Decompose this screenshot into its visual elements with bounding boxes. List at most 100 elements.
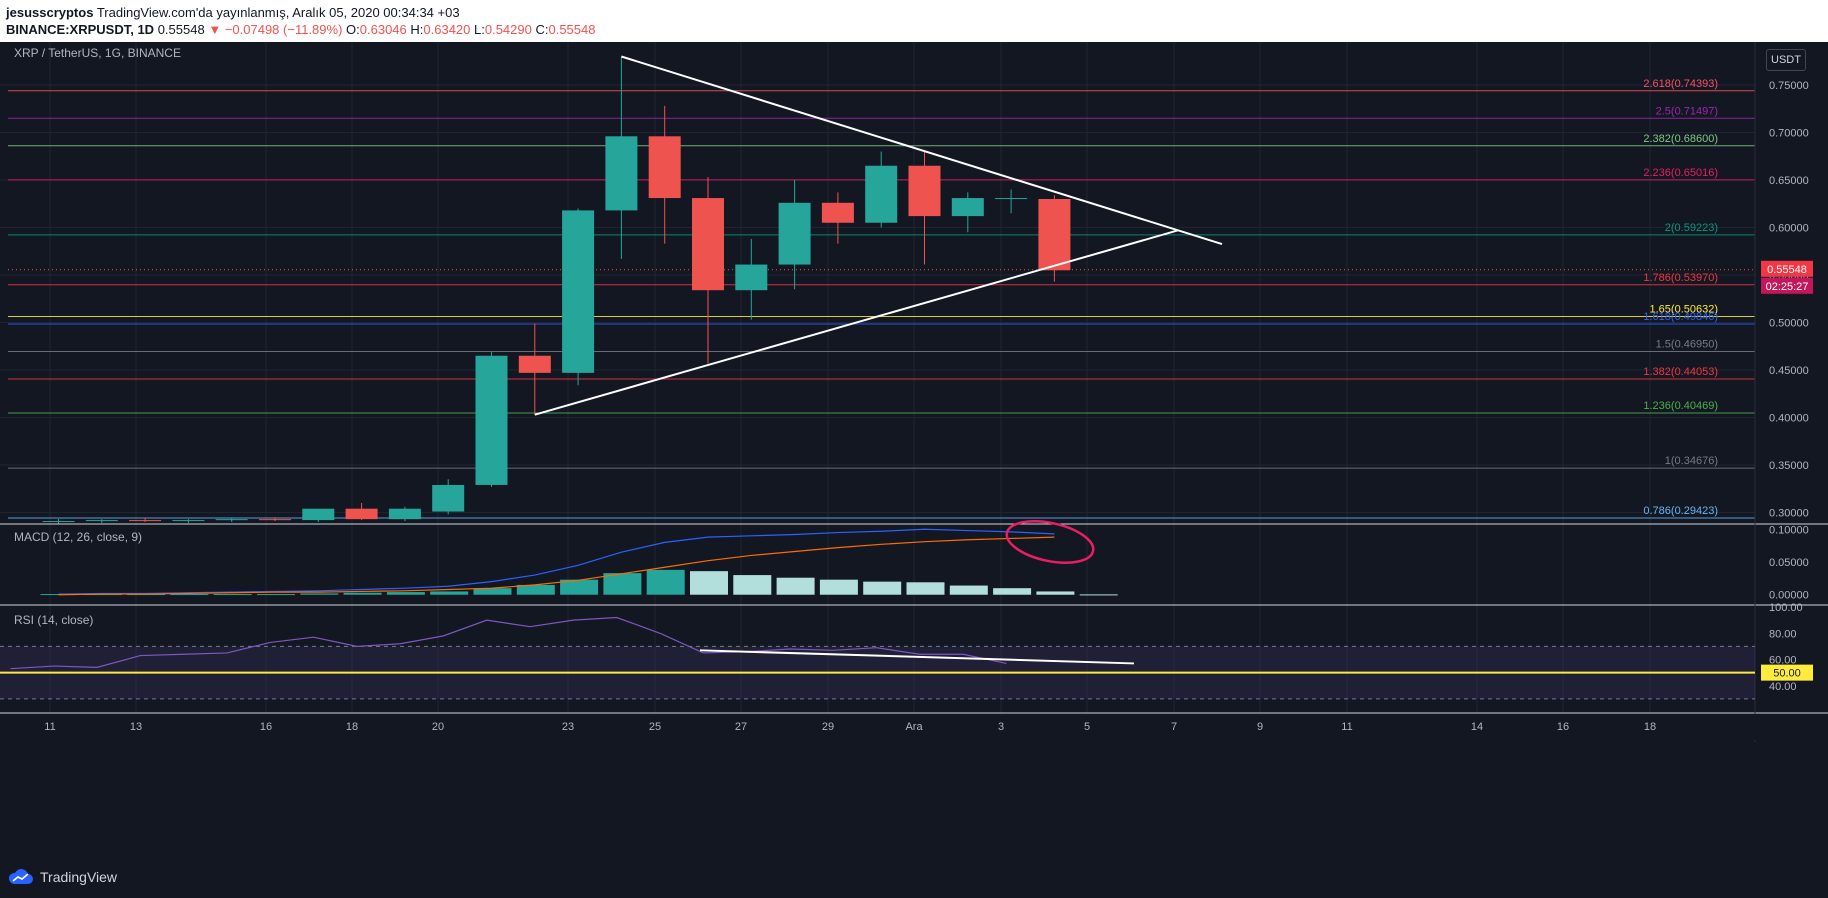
candle-body xyxy=(42,521,75,523)
time-axis-tick: 3 xyxy=(998,721,1004,733)
cloud-icon xyxy=(8,869,33,884)
rsi-badge-value: 50.00 xyxy=(1773,668,1801,680)
currency-button[interactable]: USDT xyxy=(1766,49,1806,71)
macd-histogram-bar xyxy=(516,584,555,595)
high-value: 0.63420 xyxy=(423,22,471,37)
time-axis-tick: 13 xyxy=(130,721,142,733)
candle-body xyxy=(388,508,421,520)
candle-body xyxy=(648,136,681,199)
fib-level-label: 0.786(0.29423) xyxy=(1643,505,1718,517)
time-axis-tick: 29 xyxy=(822,721,834,733)
trendline-upper xyxy=(621,55,1223,245)
time-axis-tick: 5 xyxy=(1084,721,1090,733)
macd-histogram-bar xyxy=(257,594,295,596)
macd-histogram-bar xyxy=(386,592,425,595)
time-axis-tick: Ara xyxy=(905,721,923,733)
rsi-axis-tick: 40.00 xyxy=(1769,681,1797,693)
candle-body xyxy=(562,210,595,373)
price-axis-tick: 0.30000 xyxy=(1769,508,1809,520)
time-axis-tick: 9 xyxy=(1257,721,1263,733)
candle-body xyxy=(259,519,291,521)
chart-canvas[interactable]: 0.750000.700000.650000.600000.550000.500… xyxy=(0,42,1828,856)
rsi-badge xyxy=(1761,664,1813,681)
fib-level-label: 1.382(0.44053) xyxy=(1643,366,1718,378)
candle-body xyxy=(735,264,768,291)
time-axis-tick: 14 xyxy=(1471,721,1483,733)
price-axis-tick: 0.60000 xyxy=(1769,223,1809,235)
macd-histogram-bar xyxy=(1079,594,1118,596)
low-value: 0.54290 xyxy=(484,22,532,37)
footer: TradingView xyxy=(0,856,1828,898)
macd-histogram-bar xyxy=(560,579,599,595)
macd-histogram-bar xyxy=(906,582,945,595)
macd-histogram-bar xyxy=(300,593,339,595)
time-axis-tick: 7 xyxy=(1171,721,1177,733)
rsi-axis-tick: 100.00 xyxy=(1769,602,1803,614)
chart-area[interactable]: 0.750000.700000.650000.600000.550000.500… xyxy=(0,42,1828,856)
price-badge-value: 0.55548 xyxy=(1767,264,1807,276)
candle-body xyxy=(129,520,162,522)
macd-histogram-bar xyxy=(646,569,685,595)
rsi-axis-tick: 60.00 xyxy=(1769,655,1797,667)
close-label: C: xyxy=(535,22,549,37)
macd-signal-line xyxy=(58,536,1055,596)
open-label: O: xyxy=(346,22,360,37)
macd-histogram-bar xyxy=(733,575,772,595)
fib-level-label: 2.382(0.68600) xyxy=(1643,133,1718,145)
open-value: 0.63046 xyxy=(359,22,407,37)
candle-body xyxy=(605,136,638,211)
tradingview-logo[interactable]: TradingView xyxy=(8,869,117,885)
macd-axis-tick: 0.00000 xyxy=(1769,590,1809,602)
macd-histogram-bar xyxy=(213,594,252,596)
time-axis-background xyxy=(0,714,1828,740)
price-axis-tick: 0.40000 xyxy=(1769,413,1809,425)
rsi-line xyxy=(10,616,1007,670)
price-axis-tick: 0.35000 xyxy=(1769,460,1809,472)
rsi-trendline xyxy=(699,649,1135,665)
publish-info: TradingView.com'da yayınlanmış, Aralık 0… xyxy=(96,5,460,20)
fib-level-label: 1.618(0.49846) xyxy=(1643,311,1718,323)
macd-histogram-bar xyxy=(949,585,988,595)
candle-body xyxy=(215,519,248,521)
down-arrow-icon: ▼ xyxy=(208,22,222,37)
candle-body xyxy=(951,198,984,217)
macd-histogram-bar xyxy=(819,579,858,595)
main-pane-title: XRP / TetherUS, 1G, BINANCE xyxy=(14,46,181,60)
price-axis-tick: 0.70000 xyxy=(1769,128,1809,140)
macd-histogram-bar xyxy=(603,573,642,595)
candle-body xyxy=(172,520,205,522)
time-axis-tick: 16 xyxy=(1557,721,1569,733)
macd-axis-tick: 0.05000 xyxy=(1769,557,1809,569)
fib-level-label: 1.5(0.46950) xyxy=(1656,338,1718,350)
macd-histogram-bar xyxy=(473,588,512,595)
price-axis-tick: 0.65000 xyxy=(1769,175,1809,187)
macd-histogram-bar xyxy=(1036,591,1075,595)
close-value: 0.55548 xyxy=(548,22,596,37)
trendline-lower xyxy=(534,229,1179,416)
last-price: 0.55548 xyxy=(157,22,205,37)
time-axis-tick: 23 xyxy=(562,721,574,733)
candle-body xyxy=(865,165,898,223)
high-label: H: xyxy=(410,22,424,37)
fib-level-label: 2.618(0.74393) xyxy=(1643,78,1718,90)
fib-level-label: 2.236(0.65016) xyxy=(1643,167,1718,179)
rsi-pane-title: RSI (14, close) xyxy=(14,613,94,627)
author-name[interactable]: jesusscryptos xyxy=(6,5,94,20)
fib-level-label: 1.65(0.50632) xyxy=(1650,303,1719,315)
time-axis-tick: 20 xyxy=(432,721,444,733)
macd-line xyxy=(58,528,1055,595)
brand-name: TradingView xyxy=(40,869,118,885)
fib-level-label: 1.786(0.53970) xyxy=(1643,272,1718,284)
fib-level-label: 2.5(0.71497) xyxy=(1656,105,1718,117)
time-axis-tick: 11 xyxy=(44,721,55,733)
candle-body xyxy=(778,202,811,265)
low-label: L: xyxy=(474,22,485,37)
publication-header: jesusscryptos TradingView.com'da yayınla… xyxy=(0,0,1828,42)
price-axis-tick: 0.45000 xyxy=(1769,365,1809,377)
candle-body xyxy=(432,484,465,512)
price-axis-tick: 0.50000 xyxy=(1769,318,1809,330)
candle-body xyxy=(692,198,724,291)
candle-body xyxy=(85,520,118,522)
fib-level-label: 1(0.34676) xyxy=(1665,455,1718,467)
time-axis-tick: 18 xyxy=(346,721,358,733)
